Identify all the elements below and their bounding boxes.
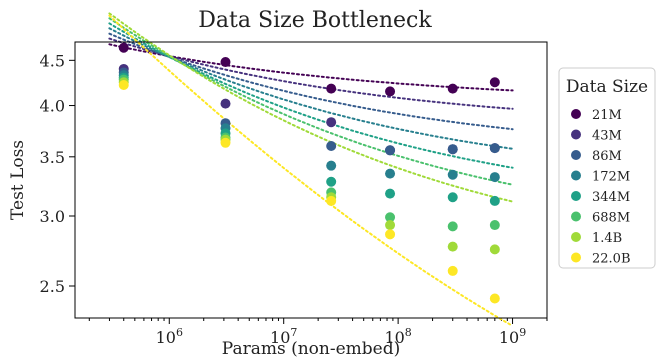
- chart-title: Data Size Bottleneck: [198, 8, 432, 33]
- point-1.4B: [447, 241, 458, 252]
- legend-marker-43M: [571, 129, 581, 140]
- legend-marker-21M: [571, 109, 581, 119]
- legend-label-1.4B: 1.4B: [592, 231, 622, 246]
- x-tick-label: 106: [156, 326, 183, 347]
- legend-label-344M: 344M: [592, 190, 630, 205]
- legend-label-172M: 172M: [592, 170, 630, 185]
- y-axis-label: Test Loss: [8, 140, 28, 220]
- legend-marker-172M: [571, 170, 581, 181]
- fit-line-21M: [108, 43, 514, 92]
- point-344M: [489, 195, 500, 206]
- legend-marker-688M: [571, 211, 581, 222]
- legend-label-43M: 43M: [592, 129, 622, 144]
- point-43M: [220, 98, 231, 109]
- x-tick-label: 108: [384, 326, 411, 347]
- point-22.0B: [118, 79, 129, 90]
- legend-label-688M: 688M: [592, 211, 630, 226]
- legend: Data Size 21M 43M 86M 172M 344M 688M 1.4B 22.0B: [558, 67, 656, 269]
- point-86M: [385, 145, 396, 156]
- legend-label-86M: 86M: [592, 149, 622, 164]
- point-22.0B: [489, 293, 500, 304]
- legend-marker-344M: [571, 191, 581, 201]
- legend-marker-1.4B: [571, 232, 581, 242]
- y-tick-label: 3.5: [40, 148, 65, 167]
- point-344M: [385, 188, 396, 199]
- point-22.0B: [385, 229, 396, 240]
- point-1.4B: [385, 220, 396, 231]
- x-tick-label: 109: [499, 326, 526, 347]
- y-tick-label: 4.5: [40, 51, 65, 70]
- point-86M: [447, 144, 458, 155]
- fit-line-43M: [108, 37, 514, 110]
- fit-line-22.0B: [108, 14, 514, 327]
- y-tick-label: 2.5: [40, 277, 65, 296]
- legend-title: Data Size: [566, 77, 648, 97]
- point-22.0B: [326, 195, 337, 206]
- point-172M: [447, 169, 458, 180]
- point-21M: [489, 77, 500, 88]
- legend-label-21M: 21M: [592, 108, 622, 123]
- point-86M: [489, 143, 500, 154]
- point-1.4B: [489, 244, 500, 255]
- point-21M: [447, 83, 458, 94]
- fit-lines: [108, 12, 514, 327]
- data-points: [118, 42, 500, 304]
- point-172M: [489, 172, 500, 183]
- point-22.0B: [220, 137, 231, 148]
- fit-line-688M: [108, 17, 514, 186]
- point-21M: [118, 42, 129, 53]
- point-688M: [385, 212, 396, 223]
- plot-frame: [74, 41, 548, 319]
- point-21M: [385, 86, 396, 97]
- point-43M: [326, 117, 337, 128]
- axes: 106 107 108 109 2.5 3.0 3.5 4.0 4.5: [40, 51, 548, 347]
- point-172M: [326, 160, 337, 171]
- legend-marker-86M: [571, 150, 581, 160]
- legend-label-22.0B: 22.0B: [592, 252, 631, 267]
- point-22.0B: [447, 265, 458, 276]
- x-tick-label: 107: [270, 326, 297, 347]
- legend-box: [558, 67, 656, 269]
- y-tick-label: 3.0: [40, 207, 65, 226]
- point-688M: [489, 220, 500, 231]
- y-tick-label: 4.0: [40, 97, 65, 116]
- fit-line-1.4B: [108, 12, 514, 203]
- legend-marker-22.0B: [571, 252, 581, 263]
- point-21M: [220, 57, 231, 68]
- point-86M: [326, 140, 337, 151]
- x-axis-label: Params (non-embed): [222, 339, 400, 359]
- point-344M: [326, 176, 337, 187]
- point-344M: [447, 192, 458, 203]
- point-688M: [447, 221, 458, 232]
- fit-line-86M: [108, 32, 514, 131]
- point-172M: [385, 168, 396, 179]
- point-21M: [326, 83, 337, 94]
